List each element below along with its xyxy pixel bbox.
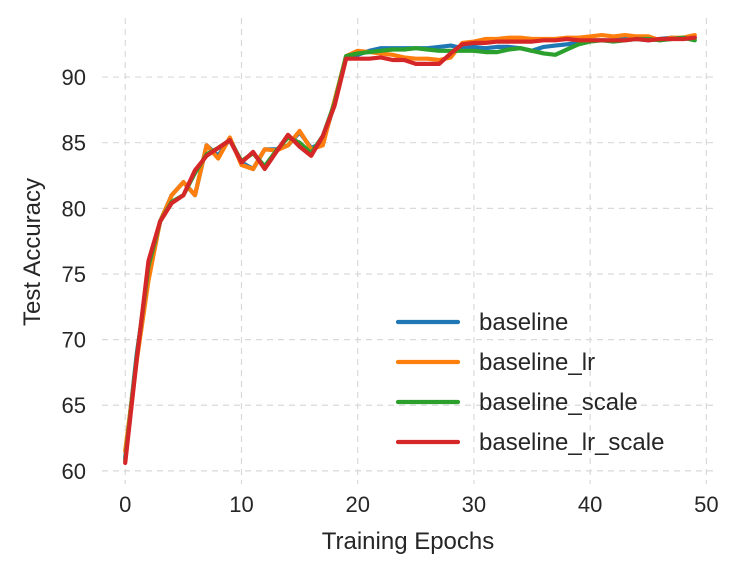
y-axis-label: Test Accuracy xyxy=(19,178,46,326)
legend: baseline baseline_lr baseline_scalebaselin… xyxy=(395,309,664,456)
y-tick-label: 80 xyxy=(62,196,86,221)
x-axis-label: Training Epochs xyxy=(322,528,495,555)
series-line-baseline-lr-scale xyxy=(123,35,697,466)
legend-label: baseline_lr xyxy=(479,349,595,376)
legend-label: baseline xyxy=(479,309,568,336)
x-tick-label: 20 xyxy=(345,492,369,517)
y-tick-label: 65 xyxy=(62,393,86,418)
grid xyxy=(102,18,718,484)
series-lines xyxy=(123,32,697,466)
y-tick-label: 60 xyxy=(62,459,86,484)
y-tick-label: 75 xyxy=(62,262,86,287)
tick-labels: 0 10 20 30 40 50 60 65 70 75 80 85 90 xyxy=(62,65,719,517)
y-tick-label: 90 xyxy=(62,65,86,90)
legend-label: baseline_lr_scale xyxy=(479,429,664,456)
y-tick-label: 85 xyxy=(62,131,86,156)
x-tick-label: 40 xyxy=(578,492,602,517)
x-tick-label: 30 xyxy=(462,492,486,517)
x-tick-label: 10 xyxy=(229,492,253,517)
legend-label: baseline_scale xyxy=(479,389,638,416)
series-line-baseline-lr xyxy=(123,32,697,454)
y-tick-label: 70 xyxy=(62,328,86,353)
x-tick-label: 0 xyxy=(119,492,131,517)
x-tick-label: 50 xyxy=(694,492,718,517)
